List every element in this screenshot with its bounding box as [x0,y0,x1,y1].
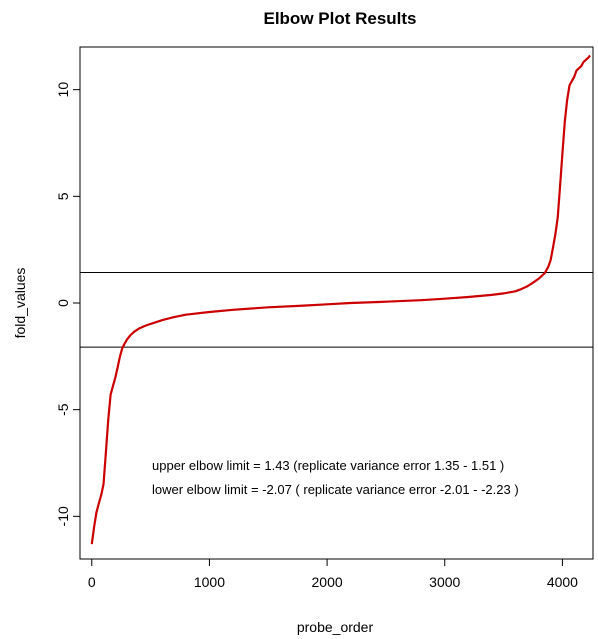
y-axis: -10 -5 0 5 10 [55,82,80,526]
x-axis-label: probe_order [297,619,374,635]
y-tick-label: 0 [55,299,71,307]
series-group [90,54,591,545]
x-tick-label: 4000 [547,574,578,590]
y-tick-label: 5 [55,192,71,200]
elbow-limit-lines [80,271,593,348]
annotation-upper-elbow: upper elbow limit = 1.43 (replicate vari… [152,458,504,473]
chart-title: Elbow Plot Results [263,9,416,28]
y-tick-label: -5 [55,403,71,416]
x-tick-label: 1000 [194,574,225,590]
y-tick-label: 10 [55,82,71,98]
x-axis: 0 1000 2000 3000 4000 [88,559,578,590]
y-tick-label: -10 [55,506,71,526]
x-tick-label: 0 [88,574,96,590]
x-tick-label: 3000 [429,574,460,590]
y-axis-label: fold_values [12,268,28,339]
fold-values-line [90,54,591,545]
x-tick-label: 2000 [312,574,343,590]
annotation-lower-elbow: lower elbow limit = -2.07 ( replicate va… [152,482,519,497]
